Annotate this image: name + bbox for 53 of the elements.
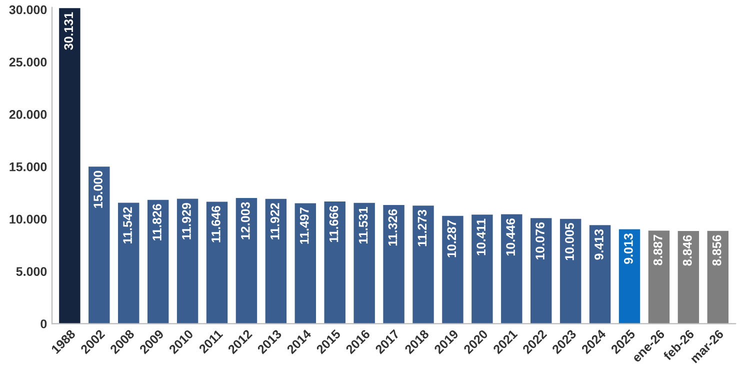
data-label: 30.131 [64, 12, 74, 50]
data-label: 10.076 [536, 222, 544, 260]
data-label: 11.826 [152, 204, 162, 240]
y-tick-label: 30.000 [9, 5, 47, 14]
data-label: 10.446 [506, 218, 515, 256]
data-label: 11.922 [270, 203, 280, 240]
data-label: 11.497 [300, 208, 309, 244]
bar [618, 229, 640, 324]
data-label: 15.000 [94, 170, 103, 208]
data-label: 11.273 [418, 210, 427, 246]
bar [354, 202, 375, 324]
y-tick-label: 5.000 [16, 267, 47, 276]
data-label: 8.846 [682, 235, 692, 266]
data-label: 10.005 [565, 223, 574, 260]
data-label: 11.646 [212, 206, 220, 242]
bar [147, 200, 169, 324]
bar [88, 166, 110, 324]
bar [236, 198, 258, 324]
bar [472, 214, 493, 324]
y-tick-label: 20.000 [9, 110, 47, 119]
y-tick-label: 0 [40, 319, 47, 328]
bar [707, 230, 728, 324]
bar [678, 231, 700, 324]
bar [265, 198, 287, 324]
data-label: 11.542 [123, 207, 132, 244]
data-label: 11.666 [329, 206, 338, 242]
y-tick-label: 25.000 [9, 58, 47, 67]
bar [383, 205, 404, 324]
bar [501, 214, 522, 324]
y-tick-label: 15.000 [10, 162, 47, 172]
data-label: 12.003 [240, 202, 250, 240]
bar [442, 216, 464, 324]
bar [324, 201, 346, 324]
data-label: 11.531 [358, 207, 368, 244]
bar [589, 225, 611, 324]
data-label: 11.929 [182, 202, 191, 240]
y-tick-label: 10.000 [10, 214, 47, 224]
bar [648, 230, 670, 324]
data-label: 8.887 [653, 234, 662, 266]
bar [176, 198, 198, 324]
data-label: 10.287 [447, 220, 456, 258]
data-label: 8.856 [712, 235, 722, 266]
data-label: 11.326 [388, 209, 398, 246]
bar [294, 203, 316, 324]
data-label: 9.013 [624, 234, 633, 264]
bar [59, 8, 80, 324]
data-label: 10.411 [476, 218, 486, 256]
data-label: 9.413 [594, 229, 604, 260]
bar [560, 218, 582, 324]
bar [530, 218, 552, 324]
bar [206, 202, 228, 324]
bar [118, 202, 140, 324]
bar [412, 206, 434, 324]
